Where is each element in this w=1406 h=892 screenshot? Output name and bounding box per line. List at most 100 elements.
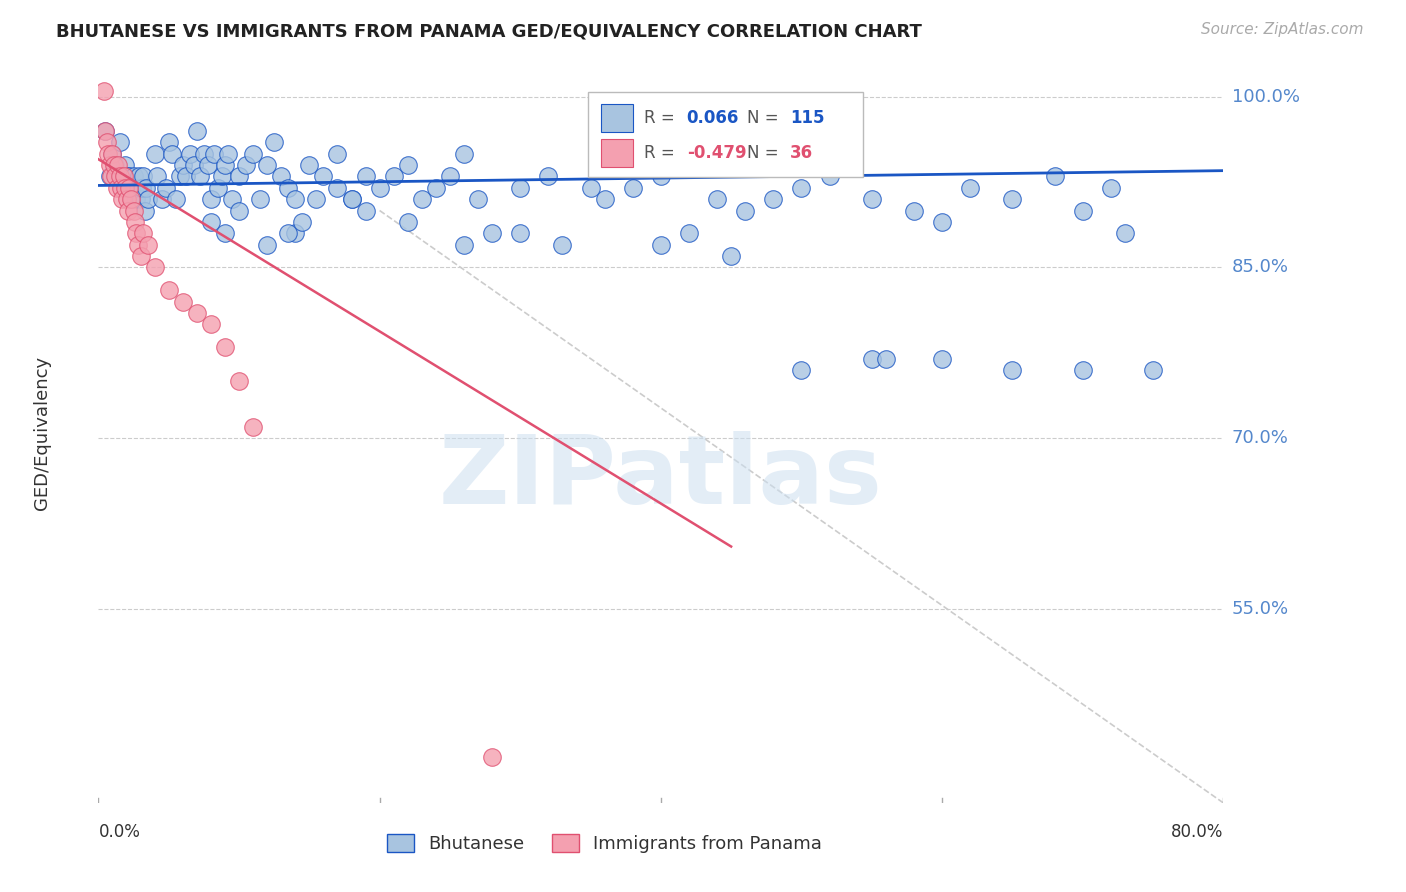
FancyBboxPatch shape: [588, 92, 863, 178]
Point: [160, 146, 183, 161]
Point: [354, 203, 377, 218]
Point: [104, 169, 127, 184]
Point: [93, 84, 115, 98]
Point: [115, 169, 138, 184]
Text: BHUTANESE VS IMMIGRANTS FROM PANAMA GED/EQUIVALENCY CORRELATION CHART: BHUTANESE VS IMMIGRANTS FROM PANAMA GED/…: [56, 22, 922, 40]
Point: [256, 158, 278, 172]
Point: [111, 169, 134, 184]
Point: [411, 192, 433, 206]
Point: [720, 249, 742, 263]
Text: ZIPatlas: ZIPatlas: [439, 431, 883, 524]
Point: [127, 180, 149, 194]
Point: [228, 375, 250, 389]
Point: [97, 146, 120, 161]
Point: [509, 180, 531, 194]
Point: [94, 124, 117, 138]
Point: [305, 192, 328, 206]
Point: [125, 192, 148, 206]
Point: [146, 169, 169, 184]
Point: [136, 237, 159, 252]
Point: [132, 227, 155, 241]
FancyBboxPatch shape: [602, 139, 633, 168]
Point: [481, 227, 503, 241]
Point: [396, 215, 419, 229]
Point: [134, 203, 156, 218]
Point: [186, 306, 208, 320]
Point: [96, 135, 118, 149]
Point: [537, 169, 560, 184]
Point: [127, 237, 149, 252]
Point: [157, 283, 180, 297]
Point: [120, 192, 142, 206]
Text: 55.0%: 55.0%: [1232, 600, 1289, 618]
Point: [124, 180, 146, 194]
Point: [193, 146, 215, 161]
Point: [207, 180, 229, 194]
Point: [228, 169, 250, 184]
Point: [931, 215, 953, 229]
Point: [107, 158, 129, 172]
Point: [291, 215, 314, 229]
Point: [128, 169, 150, 184]
Point: [211, 169, 233, 184]
Point: [202, 146, 225, 161]
Point: [135, 180, 157, 194]
Text: 100.0%: 100.0%: [1232, 87, 1299, 105]
Point: [129, 249, 152, 263]
Point: [172, 158, 194, 172]
Point: [117, 180, 139, 194]
Point: [270, 169, 292, 184]
Point: [439, 169, 461, 184]
Point: [214, 158, 236, 172]
Text: 0.066: 0.066: [686, 109, 740, 127]
Point: [931, 351, 953, 366]
Text: 0.0%: 0.0%: [98, 823, 141, 841]
Point: [425, 180, 447, 194]
Point: [650, 169, 672, 184]
Point: [103, 158, 125, 172]
Point: [1071, 363, 1094, 377]
Point: [125, 227, 148, 241]
Point: [115, 192, 138, 206]
Point: [706, 192, 728, 206]
Point: [104, 158, 127, 172]
Text: 85.0%: 85.0%: [1232, 259, 1289, 277]
Point: [1099, 180, 1122, 194]
Point: [277, 180, 299, 194]
Point: [453, 237, 475, 252]
Point: [114, 158, 136, 172]
Point: [621, 180, 644, 194]
Point: [120, 180, 142, 194]
Point: [122, 169, 145, 184]
Point: [481, 750, 503, 764]
Point: [228, 203, 250, 218]
Point: [110, 180, 132, 194]
Point: [165, 192, 187, 206]
Point: [132, 169, 155, 184]
Point: [100, 169, 122, 184]
Point: [111, 192, 134, 206]
Text: 70.0%: 70.0%: [1232, 429, 1288, 447]
Point: [790, 363, 813, 377]
Point: [312, 169, 335, 184]
Point: [143, 146, 166, 161]
Point: [169, 169, 191, 184]
Point: [124, 215, 146, 229]
Point: [150, 192, 173, 206]
Point: [818, 169, 841, 184]
Point: [122, 203, 145, 218]
Point: [875, 351, 897, 366]
FancyBboxPatch shape: [602, 103, 633, 132]
Point: [368, 180, 391, 194]
Point: [340, 192, 363, 206]
Text: GED/Equivalency: GED/Equivalency: [34, 356, 51, 509]
Point: [214, 227, 236, 241]
Point: [200, 318, 222, 332]
Point: [762, 192, 785, 206]
Point: [143, 260, 166, 275]
Point: [284, 227, 307, 241]
Point: [734, 203, 756, 218]
Text: 36: 36: [790, 145, 813, 162]
Text: N =: N =: [748, 145, 785, 162]
Point: [112, 169, 135, 184]
